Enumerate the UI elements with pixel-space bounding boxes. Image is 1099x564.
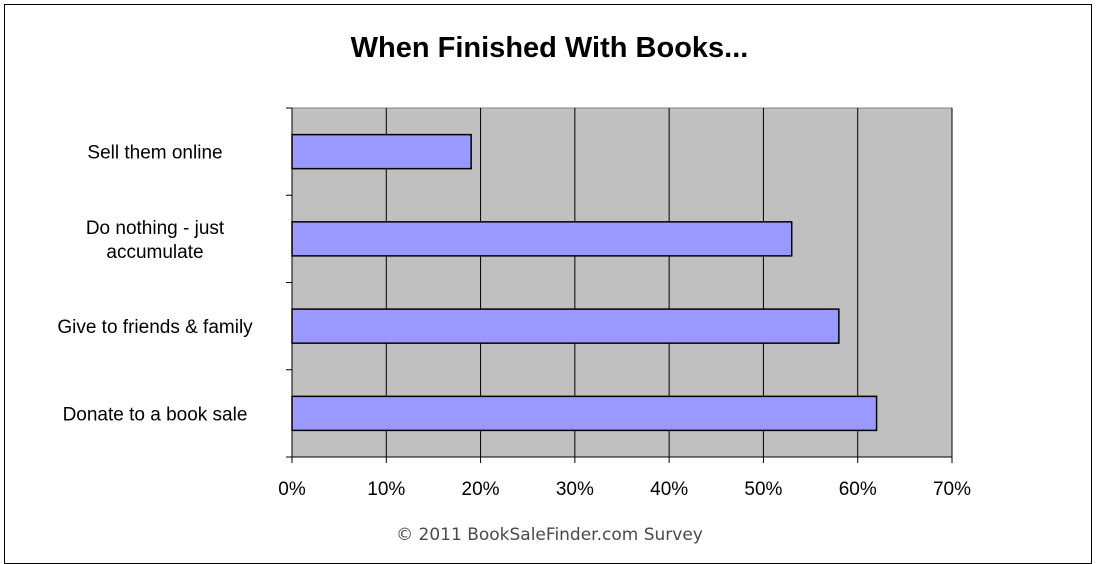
x-tick-label: 40% — [650, 479, 688, 500]
x-tick-label: 50% — [744, 479, 782, 500]
category-label: Donate to a book sale — [63, 404, 248, 425]
bar — [291, 308, 840, 344]
bar — [291, 395, 878, 432]
bars — [291, 133, 878, 432]
x-tick-label: 30% — [556, 479, 594, 500]
x-tick-label: 0% — [278, 479, 306, 500]
chart-title: When Finished With Books... — [350, 32, 749, 64]
bar — [291, 133, 472, 170]
category-labels: Donate to a book sale Give to friends & f… — [57, 143, 253, 426]
x-tick-label: 70% — [933, 479, 971, 500]
category-label: Sell them online — [87, 143, 222, 164]
tick-labels: 0% 10% 20% 30% 40% 50% 60% 70% — [278, 479, 971, 500]
category-label: Do nothing - just accumulate — [86, 218, 225, 263]
x-tick-label: 20% — [462, 479, 500, 500]
category-label: Give to friends & family — [57, 317, 253, 338]
bar — [291, 221, 793, 257]
copyright-footer: © 2011 BookSaleFinder.com Survey — [396, 525, 703, 545]
chart-plot: Donate to a book sale Give to friends & f… — [57, 107, 971, 500]
x-tick-label: 10% — [367, 479, 405, 500]
x-tick-label: 60% — [839, 479, 877, 500]
